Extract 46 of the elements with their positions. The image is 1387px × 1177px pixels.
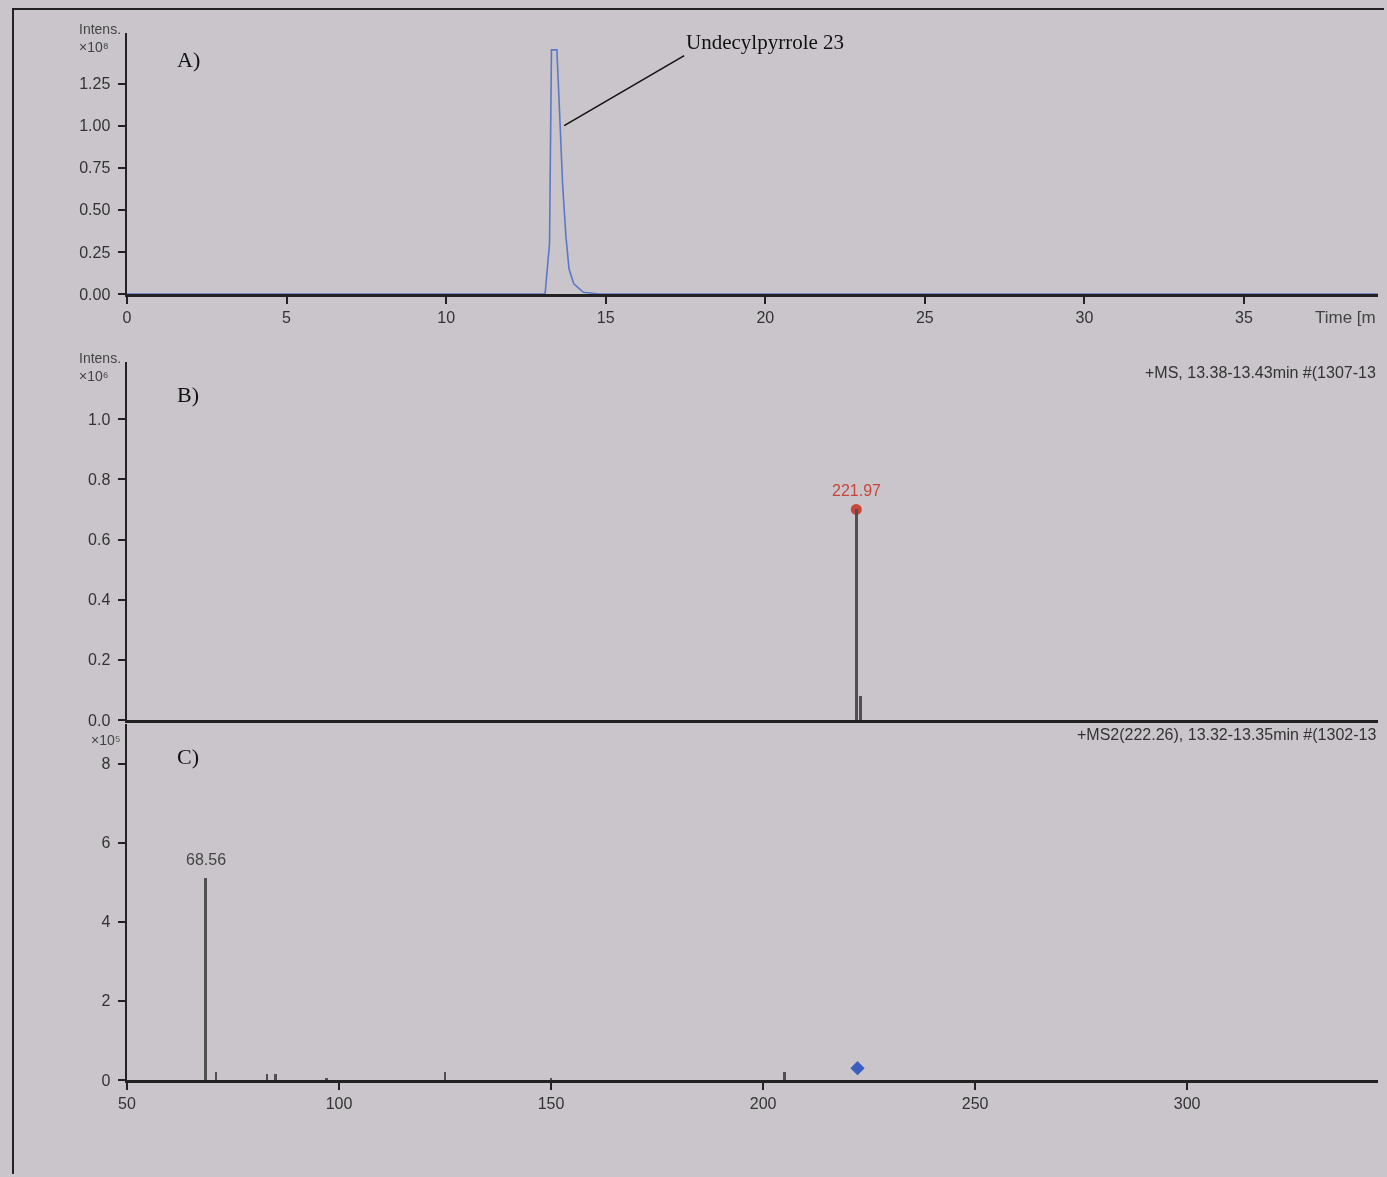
y-tick-label: 0.2: [88, 651, 111, 669]
x-tick-label: 30: [1075, 308, 1094, 326]
annotation: 68.56: [186, 851, 227, 868]
bar: [783, 1072, 786, 1080]
text: B): [177, 382, 200, 408]
bar: [274, 1074, 277, 1080]
text: C): [177, 744, 200, 770]
y-tick-label: 1.25: [79, 75, 111, 93]
y-tick-label: 0.00: [79, 285, 111, 303]
y-tick-label: 0.25: [79, 243, 111, 261]
x-tick-label: 5: [282, 308, 292, 326]
y-axis-title: Intens. ×10⁸: [79, 21, 122, 56]
y-tick-label: 1.00: [79, 117, 111, 135]
y-tick-label: 0.8: [88, 470, 111, 488]
y-tick-label: 0.0: [88, 711, 111, 729]
x-tick-label: 35: [1235, 308, 1253, 326]
x-tick-label: 250: [961, 1094, 989, 1112]
y-tick-label: 0.50: [79, 201, 111, 219]
y-axis-title: ×10⁵: [91, 732, 121, 748]
x-axis-title: Time [m: [1315, 308, 1376, 327]
y-tick-label: 6: [101, 834, 111, 852]
y-tick-label: 0.75: [79, 159, 111, 177]
x-tick-label: 150: [537, 1094, 565, 1112]
annotation: +MS2(222.26), 13.32-13.35min #(1302-13: [1077, 726, 1377, 743]
y-axis-title: Intens. ×10⁶: [79, 350, 122, 385]
annotation: Undecylpyrrole 23: [686, 30, 845, 54]
text: A): [177, 46, 201, 72]
bar: [204, 878, 207, 1080]
annotation: 221.97: [832, 482, 882, 499]
x-tick-label: 50: [118, 1094, 136, 1112]
y-tick-label: 1.0: [88, 410, 111, 428]
x-tick-label: 25: [915, 308, 934, 326]
y-tick-label: 0.6: [88, 531, 111, 549]
x-tick-label: 10: [437, 308, 456, 326]
annotation: +MS, 13.38-13.43min #(1307-13: [1145, 364, 1376, 381]
x-tick-label: 15: [596, 308, 615, 326]
x-tick-label: 200: [749, 1094, 777, 1112]
y-tick-label: 0: [101, 1071, 111, 1089]
x-tick-label: 100: [325, 1094, 353, 1112]
y-tick-label: 4: [101, 913, 111, 931]
x-tick-label: 300: [1173, 1094, 1201, 1112]
x-tick-label: 0: [122, 308, 132, 326]
y-tick-label: 2: [101, 992, 111, 1010]
x-tick-label: 20: [756, 308, 775, 326]
y-tick-label: 8: [101, 755, 111, 773]
y-tick-label: 0.4: [88, 591, 111, 609]
